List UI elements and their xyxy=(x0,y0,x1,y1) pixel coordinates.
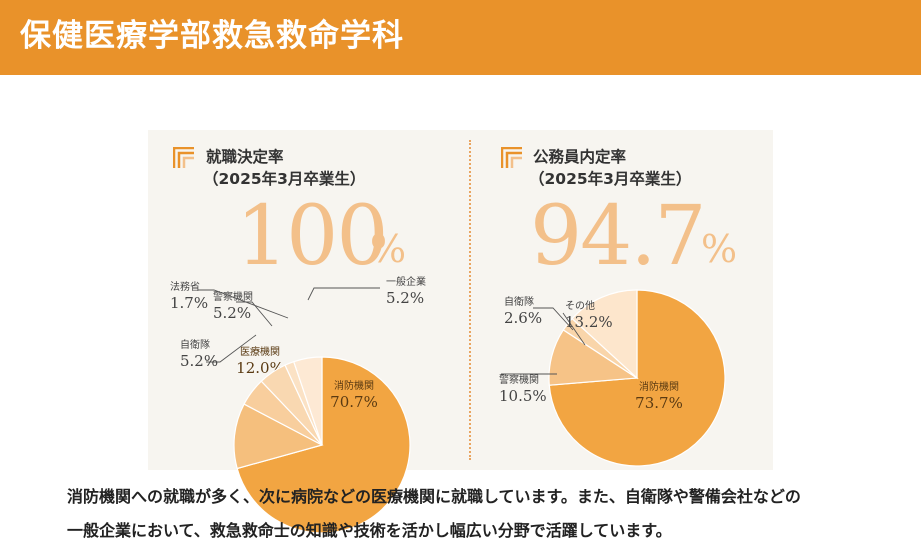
leader-line xyxy=(236,301,273,327)
charts-panel: 就職決定率 （2025年3月卒業生） 100 % 消防機関 70.7% 医療機関 12… xyxy=(148,130,773,534)
title-bracket-icon xyxy=(173,147,194,168)
civil-servant-rate-chart: 公務員内定率 （2025年3月卒業生） 94.7 % 消防機関 73.7% 警察機関… xyxy=(473,130,783,470)
slice-label: 法務省 xyxy=(170,280,200,293)
page-header: 保健医療学部救急救命学科 xyxy=(0,0,921,75)
rate-value: 100 xyxy=(236,189,389,284)
description-line: 一般企業において、救急救命士の知識や技術を活かし幅広い分野で活躍しています。 xyxy=(67,521,672,540)
chart-title: 公務員内定率 xyxy=(533,148,627,166)
leader-line xyxy=(198,289,289,319)
page-title: 保健医療学部救急救命学科 xyxy=(20,18,404,54)
description-line: 消防機関への就職が多く、次に病院などの医療機関に就職しています。また、自衛隊や警… xyxy=(67,487,801,506)
rate-unit: % xyxy=(370,227,407,271)
slice-value-label: 5.2% xyxy=(386,289,424,307)
pie-slice-その他 xyxy=(571,289,638,380)
slice-value-label: 5.2% xyxy=(213,304,251,322)
employment-rate-chart: 就職決定率 （2025年3月卒業生） 100 % 消防機関 70.7% 医療機関 12… xyxy=(148,130,458,534)
slice-label: 自衛隊 xyxy=(504,295,534,308)
leader-line xyxy=(307,287,380,301)
slice-value-label: 10.5% xyxy=(499,387,547,405)
leader-line xyxy=(562,312,586,346)
pie-slice-一般企業 xyxy=(292,356,323,446)
chart-subtitle: （2025年3月卒業生） xyxy=(529,170,692,188)
pie-slice-医療機関 xyxy=(233,403,324,470)
slice-value-label: 13.2% xyxy=(565,313,613,331)
leader-line xyxy=(206,334,257,363)
slice-value-label: 73.7% xyxy=(635,394,683,412)
pie-chart: 消防機関70.7%医療機関12.0%自衛隊5.2%警察機関5.2%法務省1.7%… xyxy=(170,275,426,534)
slice-label: その他 xyxy=(565,299,595,312)
slice-label: 警察機関 xyxy=(499,373,539,386)
chart-subtitle: （2025年3月卒業生） xyxy=(203,170,366,188)
slice-value-label: 5.2% xyxy=(180,352,218,370)
slice-value-label: 2.6% xyxy=(504,309,542,327)
chart-title: 就職決定率 xyxy=(206,148,284,166)
slice-label: 消防機関 xyxy=(639,380,679,393)
slice-label: 自衛隊 xyxy=(180,338,210,351)
slice-label: 医療機関 xyxy=(240,345,280,358)
panel-divider xyxy=(469,140,471,460)
title-bracket-icon xyxy=(501,147,522,168)
slice-value-label: 70.7% xyxy=(330,393,378,411)
leader-line xyxy=(533,307,574,331)
slice-value-label: 1.7% xyxy=(170,294,208,312)
slice-label: 消防機関 xyxy=(334,379,374,392)
rate-value: 94.7 xyxy=(530,189,707,284)
description: 消防機関への就職が多く、次に病院などの医療機関に就職しています。また、自衛隊や警… xyxy=(67,480,887,548)
rate-unit: % xyxy=(701,227,738,271)
pie-slice-消防機関 xyxy=(236,356,411,534)
slice-label: 一般企業 xyxy=(386,275,426,288)
